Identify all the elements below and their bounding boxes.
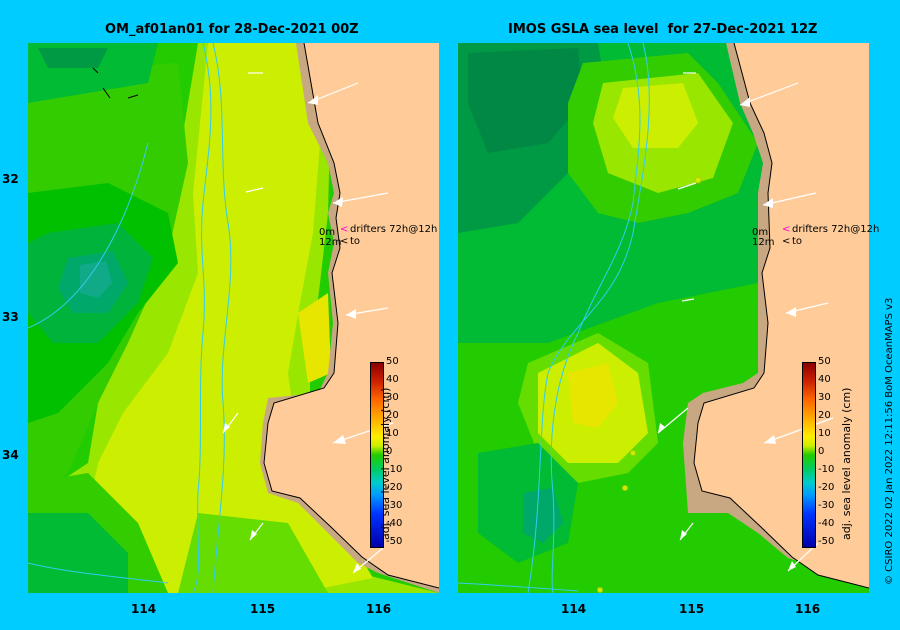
colorbar-tick-right: -50 [818, 536, 835, 547]
drifter-arrow-0m-left: < [340, 224, 349, 235]
left-map-title: OM_af01an01 for 28-Dec-2021 00Z [105, 22, 359, 37]
colorbar-tick-left: -20 [386, 482, 403, 493]
right-colorbar [802, 362, 816, 548]
x-tick-116-right: 116 [795, 602, 821, 616]
to-label-right: to [792, 236, 803, 247]
right-map-canvas: 0m 12m [458, 43, 869, 593]
colorbar-tick-left: -50 [386, 536, 403, 547]
left-colorbar [370, 362, 384, 548]
drifters-label-right: drifters 72h@12h [792, 224, 880, 235]
colorbar-tick-right: -10 [818, 464, 835, 475]
colorbar-tick-right: 0 [818, 446, 825, 457]
left-colorbar-label: adj. sea level anomaly (cm) [379, 387, 392, 540]
svg-text:12m: 12m [319, 237, 341, 248]
right-map-title: IMOS GSLA sea level for 27-Dec-2021 12Z [508, 22, 818, 37]
x-tick-114-right: 114 [561, 602, 587, 616]
drifter-arrow-12m-left: < [340, 236, 349, 247]
to-label-left: to [350, 236, 361, 247]
legend-depth-0m-right: 0m [752, 227, 768, 238]
colorbar-tick-left: 50 [386, 356, 399, 367]
x-tick-115-right: 115 [679, 602, 705, 616]
colorbar-tick-left: -30 [386, 500, 403, 511]
colorbar-tick-right: 40 [818, 374, 831, 385]
drifter-arrow-0m-right: < [782, 224, 791, 235]
colorbar-tick-right: -30 [818, 500, 835, 511]
right-colorbar-label: adj. sea level anomaly (cm) [840, 387, 853, 540]
right-sea-level-map: 0m 12m [458, 43, 869, 593]
colorbar-tick-right: -20 [818, 482, 835, 493]
colorbar-tick-right: 30 [818, 392, 831, 403]
colorbar-tick-right: 50 [818, 356, 831, 367]
colorbar-tick-right: -40 [818, 518, 835, 529]
x-tick-114-left: 114 [131, 602, 157, 616]
x-tick-116-left: 116 [366, 602, 392, 616]
x-tick-115-left: 115 [250, 602, 276, 616]
left-sea-level-map: 0m 12m [28, 43, 439, 593]
credit-text: © CSIRO 2022 02 Jan 2022 12:11:56 BoM Oc… [884, 297, 895, 585]
legend-depth-0m: 0m [319, 227, 335, 238]
svg-text:12m: 12m [752, 237, 774, 248]
colorbar-tick-left: 0 [386, 446, 393, 457]
colorbar-tick-left: 20 [386, 410, 399, 421]
colorbar-tick-left: 30 [386, 392, 399, 403]
y-tick-33: 33 [2, 310, 19, 324]
drifters-label-left: drifters 72h@12h [350, 224, 438, 235]
colorbar-tick-right: 10 [818, 428, 831, 439]
colorbar-tick-left: -10 [386, 464, 403, 475]
colorbar-tick-left: 40 [386, 374, 399, 385]
y-tick-34: 34 [2, 448, 19, 462]
drifter-arrow-12m-right: < [782, 236, 791, 247]
colorbar-tick-right: 20 [818, 410, 831, 421]
colorbar-tick-left: 10 [386, 428, 399, 439]
colorbar-tick-left: -40 [386, 518, 403, 529]
left-map-canvas: 0m 12m [28, 43, 439, 593]
y-tick-32: 32 [2, 172, 19, 186]
